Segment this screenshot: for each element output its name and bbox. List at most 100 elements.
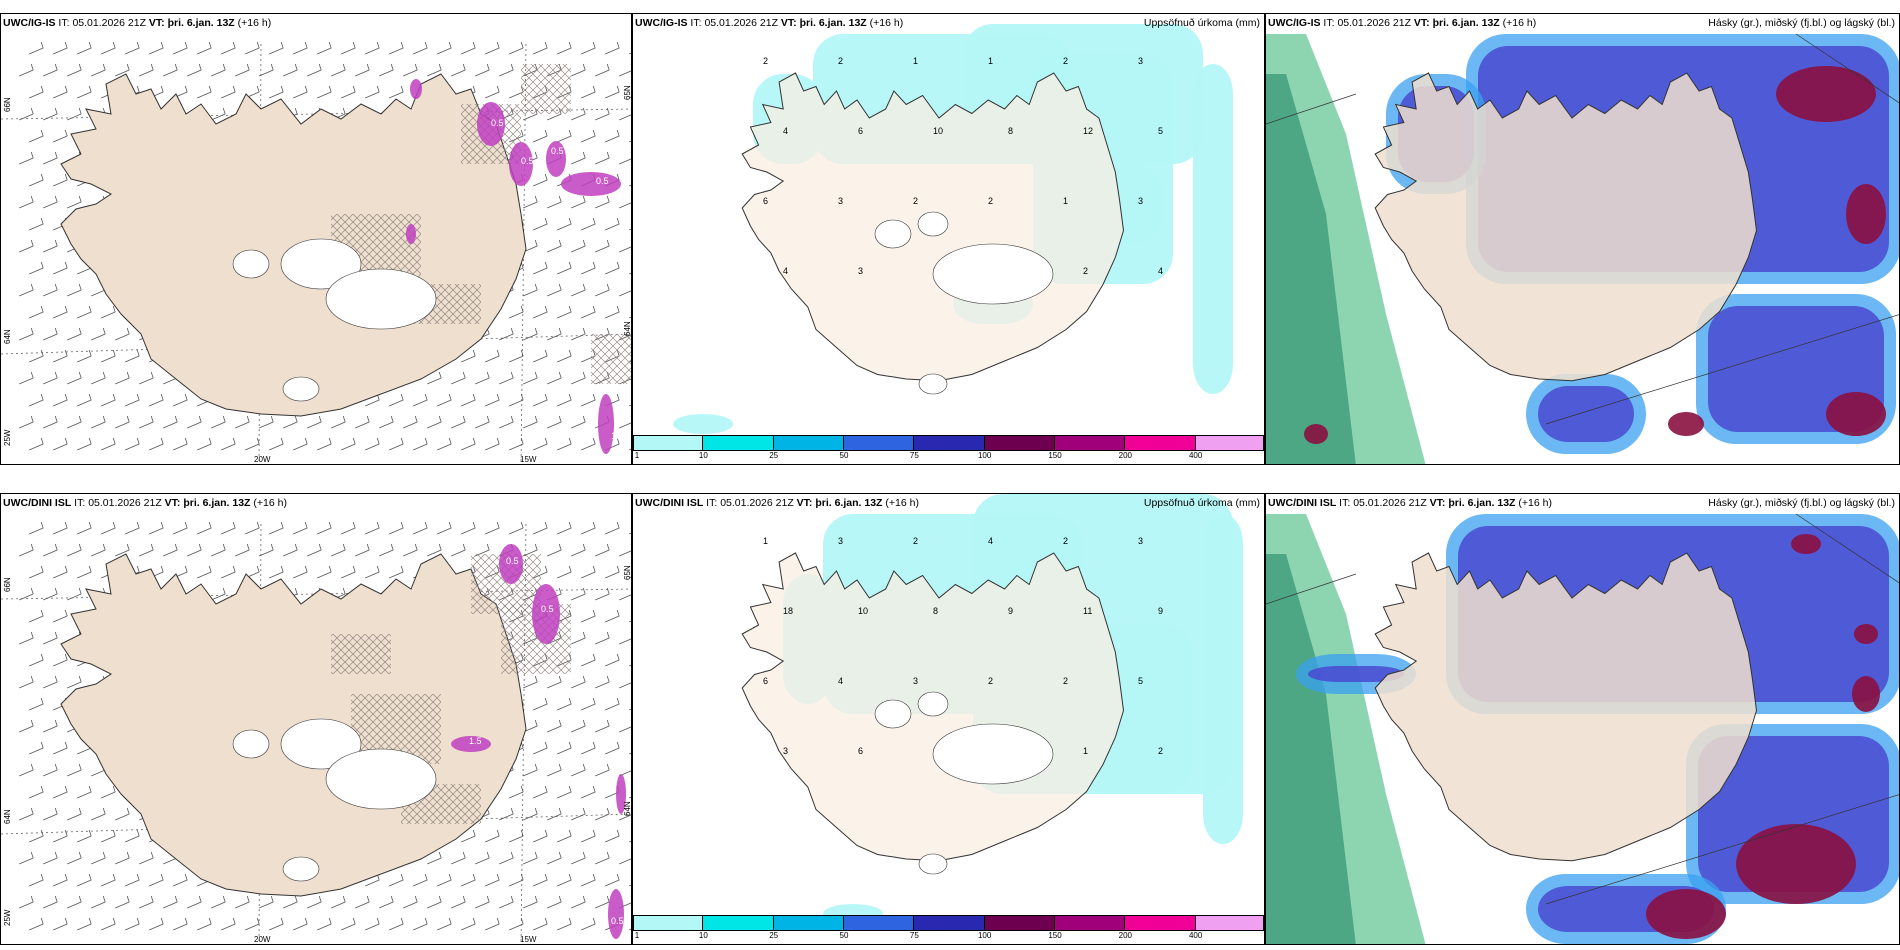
wind-barb	[77, 521, 92, 535]
wind-barb	[485, 349, 500, 363]
icing-area	[591, 334, 631, 384]
wind-barb	[437, 393, 452, 407]
wind-barb	[571, 415, 586, 429]
wind-barb	[605, 829, 620, 843]
lon-label-20w: 20W	[254, 455, 271, 464]
wind-barb	[19, 327, 34, 341]
wind-barb	[475, 371, 490, 385]
wind-barb	[461, 349, 476, 363]
wind-barb	[523, 371, 538, 385]
colorbar-label: 100	[977, 451, 992, 460]
wind-barb	[499, 895, 514, 909]
wind-barb	[293, 521, 308, 535]
precip-map-ig: 22112346108125632213432324	[673, 24, 1233, 434]
wind-barb	[557, 217, 572, 231]
wind-barb	[619, 108, 631, 121]
wind-barb	[605, 217, 620, 231]
turbulence-area	[410, 79, 422, 99]
wind-barb	[125, 521, 140, 535]
cloud-map-ig	[1266, 33, 1899, 464]
wind-barb	[509, 829, 524, 843]
wind-barb	[53, 129, 68, 143]
wind-barb	[139, 371, 154, 385]
wind-barb	[451, 371, 466, 385]
precip-value: 4	[988, 536, 993, 546]
precip-area	[1203, 514, 1243, 844]
wind-barb	[173, 393, 188, 407]
precip-value: 2	[1063, 676, 1068, 686]
wind-barb	[557, 741, 572, 755]
colorbar-label: 400	[1188, 451, 1203, 460]
colorbar-swatch	[703, 435, 774, 451]
wind-barb	[19, 587, 34, 601]
wind-barb	[595, 587, 610, 601]
wind-barb	[557, 873, 572, 887]
precip-value: 5	[1138, 676, 1143, 686]
wind-barb	[533, 305, 548, 319]
wind-barb	[115, 895, 130, 909]
wind-barb	[115, 371, 130, 385]
wind-barb	[91, 851, 106, 865]
wind-barb	[91, 895, 106, 909]
wind-barb	[595, 239, 610, 253]
wind-barb	[547, 415, 562, 429]
wind-barb	[29, 393, 44, 407]
wind-barb	[619, 544, 631, 557]
wind-barb	[523, 327, 538, 341]
wind-barb	[437, 917, 452, 931]
wind-barb	[29, 609, 44, 623]
wind-barb	[485, 437, 500, 451]
wind-barb	[125, 829, 140, 843]
precip-value: 10	[933, 126, 943, 136]
wind-barb	[451, 851, 466, 865]
wind-barb	[437, 437, 452, 451]
wind-barb	[115, 543, 130, 557]
wind-barb	[581, 305, 596, 319]
dense-cloud-core	[1826, 392, 1886, 436]
wind-barb	[403, 415, 418, 429]
wind-barb	[317, 437, 332, 451]
wind-barb	[77, 349, 92, 363]
wind-barb	[379, 543, 394, 557]
precip-value: 3	[838, 196, 843, 206]
precip-value: 18	[783, 606, 793, 616]
panel-title: UWC/IG-IS IT: 05.01.2026 21Z VT: þri. 6.…	[3, 17, 272, 29]
lat-label-64n-right: 64N	[623, 801, 632, 816]
wind-barb	[259, 415, 274, 429]
wind-barb	[53, 305, 68, 319]
wind-barb	[115, 807, 130, 821]
lat-label-64n: 64N	[3, 329, 12, 344]
wind-barb	[317, 85, 332, 99]
colorbar-label: 10	[698, 451, 708, 460]
wind-barb	[595, 675, 610, 689]
precip-value: 11	[1083, 606, 1092, 616]
wind-barb	[67, 675, 82, 689]
wind-barb	[557, 393, 572, 407]
wind-barb	[427, 895, 442, 909]
wind-barb	[19, 895, 34, 909]
wind-barb	[341, 85, 356, 99]
wind-barb	[101, 521, 116, 535]
wind-barb	[581, 741, 596, 755]
wind-barb	[125, 349, 140, 363]
wind-barb	[547, 283, 562, 297]
contour-label: 0.5	[506, 556, 519, 566]
colorbar-swatch	[1195, 915, 1264, 931]
wind-barb	[19, 371, 34, 385]
cloud-panel-dini: UWC/DINI ISL IT: 05.01.2026 21Z VT: þri.…	[1265, 493, 1900, 945]
colorbar-label: 100	[977, 931, 992, 940]
glacier	[282, 376, 320, 402]
colorbar-swatch	[773, 915, 844, 931]
wind-panel-dini: 0.5 0.5 0.5 1.5 UWC/DINI ISL IT: 05.01.2026…	[0, 493, 632, 945]
wind-barb	[427, 415, 442, 429]
wind-barb	[403, 63, 418, 77]
wind-barb	[509, 41, 524, 55]
colorbar-swatch	[703, 915, 774, 931]
dense-cloud-core	[1854, 624, 1878, 644]
iceland-land	[1374, 72, 1758, 382]
wind-barb	[283, 543, 298, 557]
wind-barb	[475, 895, 490, 909]
wind-barb	[269, 521, 284, 535]
wind-barb	[115, 415, 130, 429]
precip-value: 1	[988, 56, 993, 66]
